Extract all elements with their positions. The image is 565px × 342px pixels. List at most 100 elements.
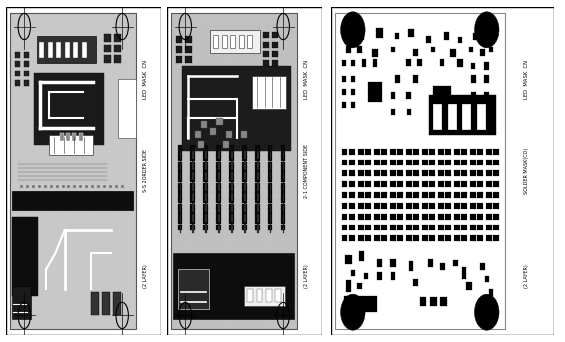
Bar	[454, 149, 460, 155]
Bar	[390, 149, 395, 155]
Bar	[257, 222, 259, 233]
Bar	[255, 162, 259, 167]
Bar	[216, 172, 221, 177]
Bar	[244, 149, 246, 159]
Bar	[364, 273, 368, 279]
Bar	[10, 13, 136, 329]
Bar	[429, 95, 496, 135]
Bar	[255, 177, 259, 182]
Bar	[185, 46, 192, 53]
Bar	[257, 212, 259, 222]
Bar	[365, 235, 371, 241]
Bar	[422, 170, 428, 176]
Bar	[177, 156, 182, 161]
Bar	[438, 149, 444, 155]
Bar	[242, 156, 247, 161]
Bar	[216, 145, 221, 150]
Bar	[406, 235, 412, 241]
Bar	[229, 219, 234, 224]
Bar	[65, 42, 69, 58]
Bar	[268, 187, 272, 193]
Bar	[351, 60, 355, 66]
Bar	[349, 159, 355, 166]
Bar	[381, 214, 387, 220]
Bar	[193, 180, 194, 191]
Bar	[282, 180, 284, 191]
Bar	[486, 181, 492, 187]
Bar	[365, 224, 371, 231]
Bar	[376, 28, 383, 38]
Bar	[216, 156, 221, 161]
Bar	[342, 192, 347, 198]
Bar	[229, 162, 234, 167]
Bar	[255, 151, 259, 157]
Bar	[177, 167, 182, 172]
Bar	[203, 183, 208, 188]
Bar	[231, 222, 233, 233]
Bar	[242, 208, 247, 214]
Bar	[470, 224, 476, 231]
Bar	[471, 63, 475, 69]
Bar	[374, 214, 380, 220]
Bar	[493, 159, 499, 166]
Bar	[268, 208, 272, 214]
Bar	[34, 73, 103, 145]
Bar	[438, 170, 444, 176]
Bar	[445, 181, 451, 187]
Bar	[470, 149, 476, 155]
Bar	[406, 224, 412, 231]
Bar	[461, 203, 467, 209]
Bar	[413, 235, 419, 241]
Bar	[477, 170, 483, 176]
Bar	[342, 159, 347, 166]
Bar	[406, 203, 412, 209]
Text: 2-1 COMPONENT SIDE: 2-1 COMPONENT SIDE	[304, 144, 309, 198]
Bar	[241, 131, 247, 138]
Bar	[477, 181, 483, 187]
Bar	[49, 135, 93, 155]
Bar	[113, 292, 121, 315]
Bar	[177, 193, 182, 199]
Bar	[413, 159, 419, 166]
Bar	[216, 193, 221, 199]
Bar	[358, 181, 363, 187]
Bar	[73, 42, 78, 58]
Bar	[438, 181, 444, 187]
Bar	[37, 36, 96, 63]
Bar	[177, 214, 182, 220]
Bar	[477, 192, 483, 198]
Bar	[461, 192, 467, 198]
Bar	[244, 170, 246, 180]
Bar	[231, 201, 233, 212]
Bar	[270, 212, 271, 222]
Bar	[266, 289, 272, 302]
Text: (2 LAYER): (2 LAYER)	[304, 264, 309, 288]
Bar	[177, 269, 208, 309]
Bar	[282, 191, 284, 201]
Bar	[255, 145, 259, 150]
Bar	[205, 149, 207, 159]
Bar	[193, 212, 194, 222]
Bar	[440, 263, 445, 270]
Bar	[413, 224, 419, 231]
Bar	[445, 192, 451, 198]
Bar	[342, 235, 347, 241]
Bar	[358, 224, 363, 231]
Bar	[231, 170, 233, 180]
Bar	[244, 180, 246, 191]
Bar	[373, 58, 377, 67]
Bar	[422, 203, 428, 209]
Bar	[342, 224, 347, 231]
Bar	[176, 46, 182, 53]
Bar	[358, 235, 363, 241]
Bar	[377, 273, 382, 280]
Bar	[239, 35, 244, 48]
Bar	[72, 133, 76, 142]
Bar	[282, 222, 284, 233]
Bar	[429, 192, 435, 198]
Bar	[282, 159, 284, 170]
Bar	[454, 235, 460, 241]
Bar	[229, 167, 234, 172]
Bar	[493, 235, 499, 241]
Bar	[190, 145, 195, 150]
